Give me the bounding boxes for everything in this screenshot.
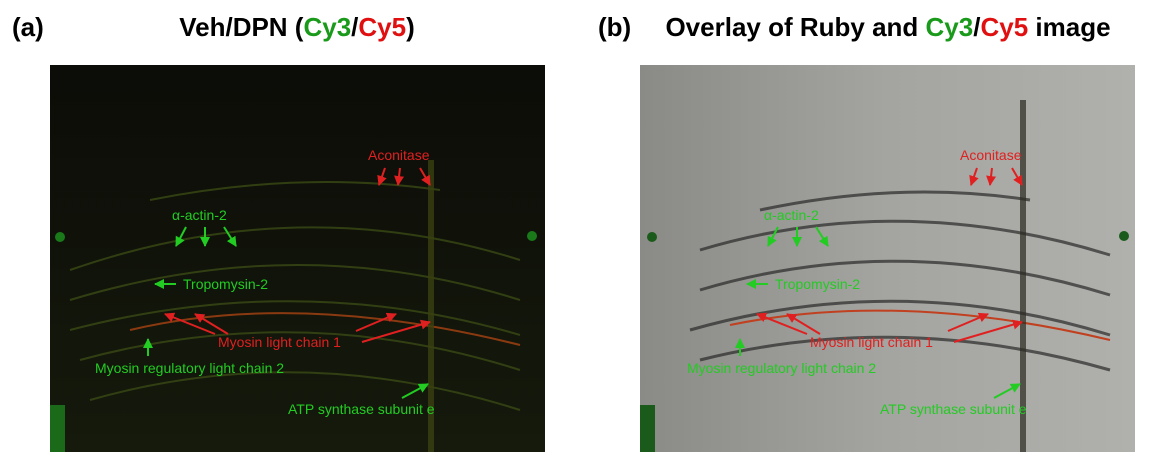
title-part: / [973,12,980,42]
title-part: image [1028,12,1110,42]
title-part: Veh/DPN ( [179,12,304,42]
annotation: Tropomysin-2 [775,276,860,292]
annotation: Myosin regulatory light chain 2 [95,360,284,376]
title-part: / [351,12,358,42]
title-part: Cy5 [358,12,406,42]
annotation: α-actin-2 [172,207,227,223]
annotation: Tropomysin-2 [183,276,268,292]
panel-label: (a) [12,12,44,42]
title-part: Cy3 [926,12,974,42]
title-part: ) [406,12,415,42]
gel-b [640,65,1135,452]
panel-title: Overlay of Ruby and Cy3/Cy5 image [665,12,1110,42]
title-part: Cy5 [980,12,1028,42]
title-part: Cy3 [303,12,351,42]
gel-a [50,65,545,452]
annotation: Aconitase [368,147,430,163]
figure: (a)Veh/DPN (Cy3/Cy5)Aconitaseα-actin-2Tr… [0,0,1150,452]
annotation: Myosin light chain 1 [218,334,341,350]
annotation: α-actin-2 [764,207,819,223]
annotation: ATP synthase subunit e [288,401,435,417]
annotation: Myosin regulatory light chain 2 [687,360,876,376]
title-part: Overlay of Ruby and [665,12,925,42]
panel-title: Veh/DPN (Cy3/Cy5) [179,12,415,42]
annotation: ATP synthase subunit e [880,401,1027,417]
annotation: Aconitase [960,147,1022,163]
panel-label: (b) [598,12,631,42]
annotation: Myosin light chain 1 [810,334,933,350]
